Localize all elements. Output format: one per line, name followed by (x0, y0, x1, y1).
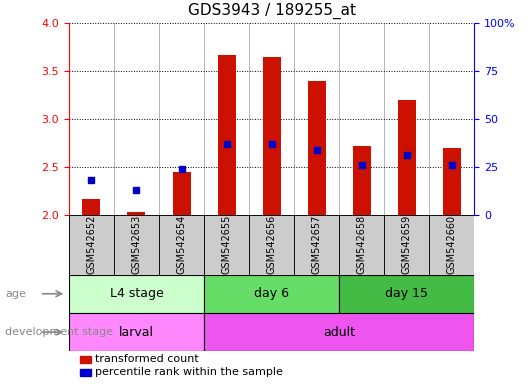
Text: adult: adult (323, 326, 355, 339)
Text: GSM542654: GSM542654 (176, 215, 187, 275)
Bar (339, 215, 384, 275)
Bar (204, 275, 339, 313)
Bar (443, 148, 461, 215)
Bar (429, 215, 474, 275)
Text: L4 stage: L4 stage (110, 287, 163, 300)
Text: GSM542658: GSM542658 (357, 215, 367, 275)
Bar (128, 212, 145, 215)
Text: larval: larval (119, 326, 154, 339)
Text: GSM542659: GSM542659 (402, 215, 412, 275)
Text: percentile rank within the sample: percentile rank within the sample (95, 367, 283, 377)
Bar (204, 215, 249, 275)
Text: day 15: day 15 (385, 287, 428, 300)
Text: transformed count: transformed count (95, 354, 199, 364)
Bar (69, 275, 204, 313)
Bar (217, 55, 235, 215)
Bar (384, 215, 429, 275)
Bar (204, 313, 474, 351)
Bar (353, 146, 371, 215)
Bar (159, 215, 204, 275)
Text: GSM542652: GSM542652 (86, 215, 96, 275)
Text: day 6: day 6 (254, 287, 289, 300)
Text: GSM542653: GSM542653 (131, 215, 142, 275)
Text: GSM542655: GSM542655 (222, 215, 232, 275)
Bar (398, 100, 416, 215)
Bar (173, 172, 191, 215)
Text: development stage: development stage (5, 327, 113, 337)
Bar (339, 275, 474, 313)
Bar (294, 215, 339, 275)
Title: GDS3943 / 189255_at: GDS3943 / 189255_at (188, 3, 356, 19)
Text: GSM542660: GSM542660 (447, 215, 457, 274)
Bar (69, 215, 114, 275)
Bar (263, 56, 281, 215)
Text: age: age (5, 289, 26, 299)
Text: GSM542657: GSM542657 (312, 215, 322, 275)
Bar (114, 215, 159, 275)
Bar (69, 313, 204, 351)
Bar (249, 215, 294, 275)
Bar (307, 81, 326, 215)
Bar (83, 199, 101, 215)
Text: GSM542656: GSM542656 (267, 215, 277, 275)
